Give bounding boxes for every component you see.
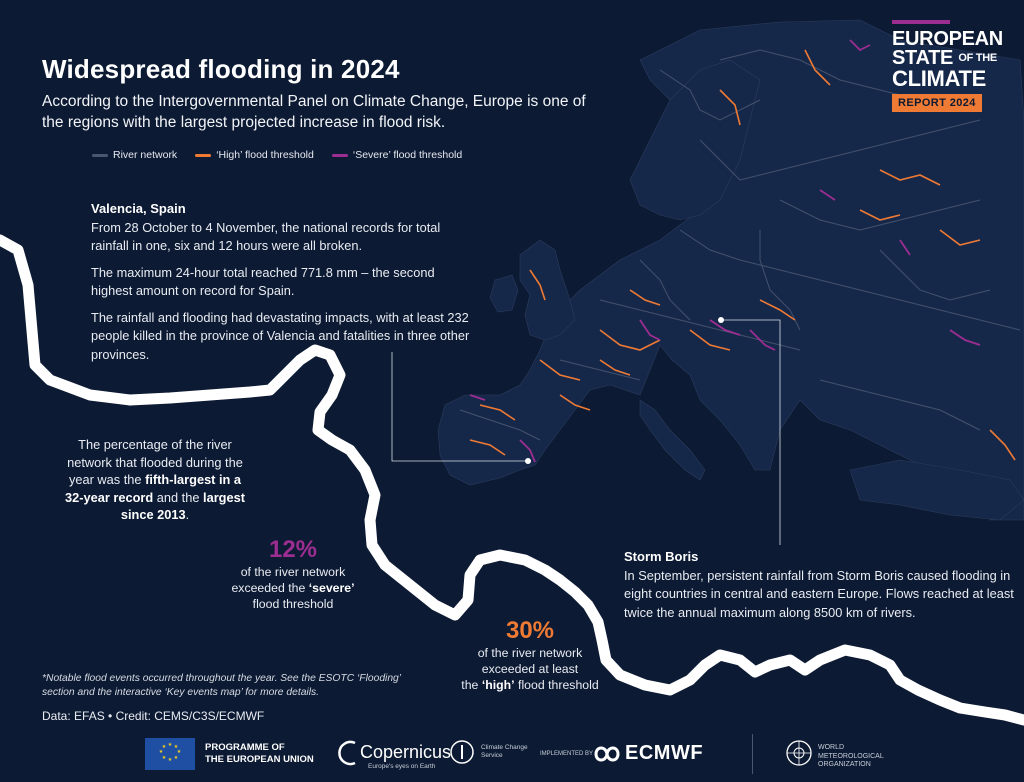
thin-coast-line <box>0 239 51 381</box>
storm-boris-heading: Storm Boris <box>624 549 699 564</box>
pct-note-mid: and the <box>153 489 204 505</box>
c3s-label: Climate Change Service <box>481 744 528 759</box>
severe-stat-line-3: flood threshold <box>252 597 334 611</box>
footnote: *Notable flood events occurred throughou… <box>42 673 401 698</box>
implemented-by-label: IMPLEMENTED BY <box>540 751 594 757</box>
severe-threshold-rivers <box>469 39 981 463</box>
legend-swatch-severe <box>331 153 348 157</box>
brand-line-2: STATE OF THE <box>892 47 1004 70</box>
valencia-marker <box>525 458 531 464</box>
c3s-icon <box>448 738 476 773</box>
severe-stat-line-2-pre: exceeded the <box>231 581 309 595</box>
legend-item-high: ‘High’ flood threshold <box>195 149 314 161</box>
data-credit: Data: EFAS • Credit: CEMS/C3S/ECMWF <box>42 709 265 723</box>
storm-boris-callout: Storm Boris In September, persistent rai… <box>624 548 1016 622</box>
svg-text:★: ★ <box>174 744 179 750</box>
turkey <box>849 459 1024 521</box>
britain <box>519 239 576 341</box>
severe-stat: 12% of the river network exceeded the ‘s… <box>218 536 368 612</box>
svg-text:★: ★ <box>162 744 167 750</box>
legend-swatch-river <box>92 153 108 157</box>
logo-divider <box>752 734 753 774</box>
brand-accent-bar <box>892 20 950 24</box>
scandinavia <box>629 59 761 221</box>
valencia-paragraph-2: The maximum 24-hour total reached 771.8 … <box>91 264 435 299</box>
svg-text:★: ★ <box>162 755 167 761</box>
severe-stat-value: 12% <box>268 536 318 563</box>
pct-note-bold-1: fifth-largest in a 32-year record <box>65 472 242 505</box>
eu-line-2: THE EUROPEAN UNION <box>205 754 314 765</box>
copernicus-tagline: Europe's eyes on Earth <box>368 763 436 770</box>
high-stat-line-3-bold: ‘high’ <box>481 678 515 692</box>
wmo-label: WORLD METEOROLOGICAL ORGANIZATION <box>818 744 884 768</box>
brand-line-2a: STATE <box>892 47 954 70</box>
landmass <box>437 19 1024 521</box>
legend-label: ‘High’ flood threshold <box>216 149 314 161</box>
pct-note-bold-2: largest <box>203 489 245 505</box>
pct-note-end: . <box>185 507 190 522</box>
svg-text:★: ★ <box>168 757 173 763</box>
page-title: Widespread flooding in 2024 <box>42 54 400 84</box>
eu-line-1: PROGRAMME OF <box>205 742 285 753</box>
callout-leaders <box>391 319 781 545</box>
high-stat: 30% of the river network exceeded at lea… <box>440 617 620 693</box>
flooded-percentage-note: The percentage of the river network that… <box>60 436 250 524</box>
report-year-badge: REPORT 2024 <box>892 94 982 113</box>
brand-line-2b: OF THE <box>958 52 997 65</box>
severe-stat-line-2-bold: ‘severe’ <box>308 581 355 595</box>
valencia-heading: Valencia, Spain <box>91 201 186 216</box>
high-threshold-rivers <box>469 49 1016 461</box>
legend-item-severe: ‘Severe’ flood threshold <box>331 149 463 161</box>
pct-note-post-bold: since 2013 <box>120 507 186 522</box>
ireland <box>489 274 519 313</box>
svg-text:★: ★ <box>177 749 182 755</box>
ecmwf-icon <box>592 742 622 771</box>
storm-boris-marker <box>718 317 724 323</box>
valencia-callout: Valencia, Spain From 28 October to 4 Nov… <box>91 200 471 372</box>
valencia-paragraph-3: The rainfall and flooding had devastatin… <box>91 309 470 362</box>
severe-stat-line-1: of the river network <box>240 565 346 579</box>
svg-text:★: ★ <box>174 755 179 761</box>
high-stat-line-3-post: flood threshold <box>514 678 599 692</box>
legend-item-river-network: River network <box>92 149 177 161</box>
legend-swatch-high <box>195 153 212 157</box>
page-subtitle: According to the Intergovernmental Panel… <box>42 93 586 131</box>
copernicus-icon <box>335 738 361 773</box>
brand-line-3: CLIMATE <box>892 66 987 92</box>
severe-stat-line-2: exceeded the ‘severe’ <box>218 580 368 596</box>
pct-note-pre: The percentage of the river network that… <box>67 437 243 487</box>
legend-label: River network <box>113 149 178 161</box>
legend-label: ‘Severe’ flood threshold <box>352 149 463 161</box>
brand-line-1: EUROPEAN <box>892 28 1003 50</box>
high-stat-line-3: the ‘high’ flood threshold <box>440 677 620 693</box>
map-legend: River network ‘High’ flood threshold ‘Se… <box>92 149 462 161</box>
esotc-logo: EUROPEAN STATE OF THE CLIMATE REPORT 202… <box>892 20 1004 113</box>
high-stat-value: 30% <box>505 617 555 644</box>
high-stat-line-2: exceeded at least <box>481 662 579 676</box>
wmo-icon <box>784 738 814 773</box>
flood-wave-line <box>0 234 1024 726</box>
italy <box>639 399 706 481</box>
eu-programme-label: PROGRAMME OF THE EUROPEAN UNION <box>205 742 314 766</box>
svg-text:★: ★ <box>168 742 173 748</box>
valencia-paragraph-1: From 28 October to 4 November, the natio… <box>91 219 441 254</box>
ecmwf-logo-text: ECMWF <box>625 742 704 764</box>
svg-text:★: ★ <box>159 749 164 755</box>
copernicus-logo-text: Copernicus <box>360 742 452 762</box>
high-stat-line-1: of the river network <box>477 646 583 660</box>
high-stat-line-3-pre: the <box>461 678 482 692</box>
eu-flag-icon: ★ ★ ★ ★ ★ ★ ★ ★ <box>145 738 195 770</box>
storm-boris-body: In September, persistent rainfall from S… <box>624 567 1014 620</box>
